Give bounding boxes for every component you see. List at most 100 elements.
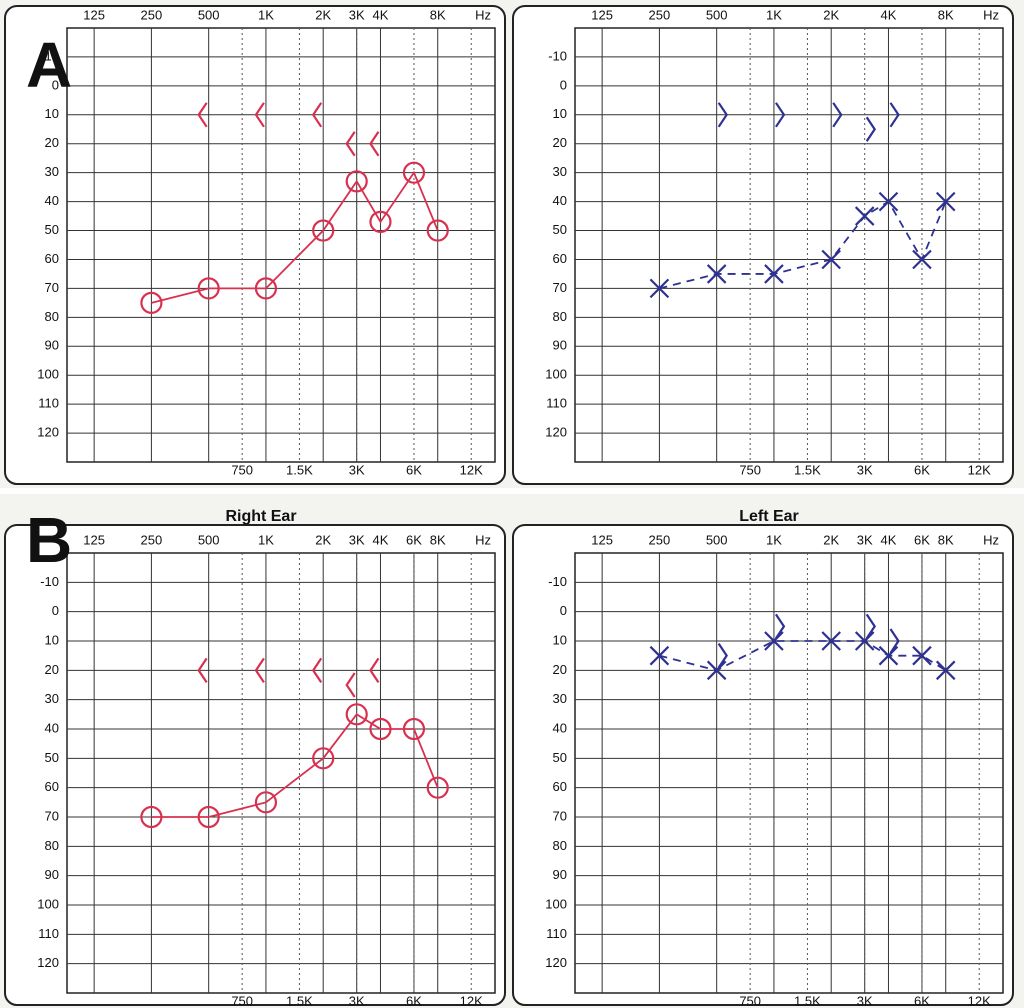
- y-tick-label: 40: [45, 720, 59, 735]
- air-marker: [197, 805, 220, 829]
- x2-tick-label: 750: [739, 462, 761, 477]
- panel-label: A: [26, 29, 72, 101]
- x2-tick-label: 12K: [968, 462, 991, 477]
- y-tick-label: 50: [45, 222, 59, 237]
- air-marker: [254, 277, 278, 300]
- x-axis-label: Hz: [983, 7, 999, 22]
- air-marker: [402, 161, 426, 184]
- bone-marker: [889, 102, 900, 128]
- plot-area: [574, 552, 1004, 994]
- air-marker: [140, 291, 163, 314]
- x-tick-label: 8K: [938, 7, 954, 22]
- x-tick-label: 125: [591, 7, 613, 22]
- x-tick-label: 4K: [373, 532, 389, 547]
- y-tick-label: 90: [553, 867, 567, 882]
- y-tick-label: -10: [40, 48, 59, 63]
- air-marker: [345, 170, 368, 193]
- y-tick-label: 20: [45, 662, 59, 677]
- y-tick-label: 110: [38, 926, 59, 941]
- x2-tick-label: 1.5K: [286, 462, 313, 477]
- x-tick-label: 250: [649, 532, 671, 547]
- y-tick-label: 100: [37, 367, 59, 382]
- x-tick-label: 500: [198, 7, 220, 22]
- y-tick-label: 30: [45, 691, 59, 706]
- y-tick-label: 30: [553, 164, 567, 179]
- air-marker: [912, 645, 932, 666]
- y-tick-label: 120: [37, 955, 59, 970]
- x-tick-label: 3K: [857, 532, 873, 547]
- x-tick-label: 125: [83, 7, 105, 22]
- air-marker: [312, 219, 335, 242]
- y-tick-label: 110: [546, 396, 567, 411]
- air-marker: [426, 219, 449, 242]
- bone-marker: [345, 131, 356, 157]
- x2-tick-label: 12K: [460, 462, 483, 477]
- plot-area: [66, 552, 496, 994]
- x2-tick-label: 3K: [857, 462, 873, 477]
- x-tick-label: 8K: [430, 7, 446, 22]
- x2-tick-label: 1.5K: [286, 993, 313, 1008]
- series-line: [659, 200, 947, 290]
- x-tick-label: 6K: [914, 532, 930, 547]
- y-tick-label: -10: [548, 48, 567, 63]
- y-tick-label: 120: [37, 425, 59, 440]
- panel: [4, 5, 506, 485]
- x-tick-label: 1K: [258, 532, 274, 547]
- air-marker: [878, 191, 899, 212]
- x-tick-label: 6K: [406, 532, 422, 547]
- air-marker: [369, 717, 392, 741]
- plot-area: [574, 27, 1004, 463]
- air-marker: [369, 210, 392, 233]
- y-tick-label: 90: [45, 867, 59, 882]
- air-marker: [821, 631, 841, 651]
- y-tick-label: 60: [45, 779, 59, 794]
- air-marker: [426, 776, 449, 799]
- air-marker: [312, 747, 335, 770]
- air-marker: [649, 278, 670, 299]
- x-tick-label: 250: [649, 7, 671, 22]
- x-tick-label: 4K: [373, 7, 389, 22]
- x-axis-label: Hz: [475, 532, 491, 547]
- x2-tick-label: 750: [231, 462, 253, 477]
- x-tick-label: 500: [706, 7, 728, 22]
- y-tick-label: 50: [553, 222, 567, 237]
- x-tick-label: 125: [83, 532, 105, 547]
- y-tick-label: 70: [45, 280, 59, 295]
- bone-marker: [254, 657, 265, 683]
- series-line: [659, 640, 947, 672]
- x-tick-label: 250: [141, 532, 163, 547]
- x-tick-label: 125: [591, 532, 613, 547]
- y-tick-label: 70: [553, 808, 567, 823]
- panel: [512, 524, 1014, 1006]
- y-tick-label: 0: [52, 77, 59, 92]
- bone-marker: [865, 613, 877, 639]
- y-tick-label: 20: [553, 662, 567, 677]
- bone-marker: [832, 102, 843, 128]
- y-tick-label: 0: [52, 603, 59, 618]
- x-tick-label: 1K: [766, 532, 782, 547]
- air-marker: [912, 249, 932, 270]
- y-tick-label: -10: [40, 574, 59, 589]
- air-marker: [254, 791, 278, 814]
- x2-tick-label: 3K: [349, 993, 365, 1008]
- x-tick-label: 3K: [349, 7, 365, 22]
- x-tick-label: 2K: [823, 7, 839, 22]
- x2-tick-label: 12K: [460, 993, 483, 1008]
- y-tick-label: 60: [45, 251, 59, 266]
- air-marker: [878, 645, 899, 666]
- bone-marker: [717, 102, 728, 128]
- x-tick-label: 8K: [938, 532, 954, 547]
- x2-tick-label: 6K: [406, 993, 422, 1008]
- y-tick-label: -10: [548, 574, 567, 589]
- bone-marker: [197, 657, 208, 683]
- x-tick-label: 2K: [823, 532, 839, 547]
- y-tick-label: 90: [553, 338, 567, 353]
- x-tick-label: 250: [141, 7, 163, 22]
- bone-marker: [865, 116, 877, 142]
- bone-marker: [345, 672, 356, 698]
- y-tick-label: 100: [37, 896, 59, 911]
- bone-marker: [369, 657, 380, 683]
- y-tick-label: 40: [553, 720, 567, 735]
- bone-marker: [311, 102, 323, 128]
